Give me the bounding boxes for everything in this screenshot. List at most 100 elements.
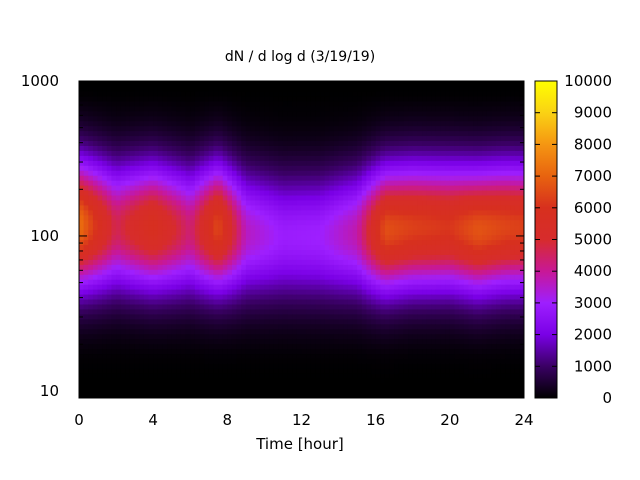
heatmap-cell [157,219,164,226]
heatmap-cell [310,284,317,290]
heatmap-cell [403,289,409,295]
heatmap-cell [398,274,405,280]
heatmap-cell [412,194,418,201]
heatmap-cell [315,328,321,335]
heatmap-cell [366,110,372,117]
heatmap-cell [176,229,182,236]
heatmap-cell [296,318,303,325]
heatmap-cell [269,244,275,250]
heatmap-cell [139,284,145,290]
heatmap-cell [222,95,228,102]
heatmap-cell [222,155,228,161]
heatmap-cell [278,388,284,394]
heatmap-cell [347,145,354,151]
heatmap-cell [269,333,275,340]
heatmap-cell [208,363,215,369]
heatmap-cell [320,100,326,107]
heatmap-cell [403,160,409,166]
heatmap-cell [408,254,414,260]
heatmap-cell [83,254,89,260]
heatmap-cell [255,170,261,176]
heatmap-cell [88,155,94,161]
heatmap-cell [324,115,330,122]
heatmap-cell [106,338,113,345]
heatmap-cell [310,318,317,325]
heatmap-cell [329,85,335,92]
heatmap-cell [250,298,256,305]
heatmap-cell [394,224,400,231]
heatmap-cell [306,333,312,340]
heatmap-cell [278,333,284,340]
heatmap-cell [338,90,344,97]
heatmap-cell [324,269,330,275]
heatmap-cell [167,95,173,102]
heatmap-cell [389,249,395,255]
heatmap-cell [333,239,340,246]
heatmap-cell [320,388,326,394]
heatmap-cell [231,105,238,112]
heatmap-cell [167,293,173,300]
heatmap-cell [273,343,279,350]
heatmap-cell [329,140,335,146]
heatmap-cell [83,85,89,92]
heatmap-cell [273,125,279,132]
heatmap-cell [83,81,89,87]
heatmap-cell [296,199,303,206]
heatmap-cell [310,348,317,355]
heatmap-cell [231,180,238,186]
heatmap-cell [171,229,177,236]
heatmap-cell [398,229,405,236]
heatmap-cell [236,234,242,241]
heatmap-cell [227,293,233,300]
heatmap-cell [255,348,261,355]
heatmap-cell [120,363,126,369]
heatmap-cell [176,125,182,132]
heatmap-cell [255,185,261,191]
heatmap-cell [129,90,136,97]
heatmap-cell [380,130,386,137]
heatmap-cell [431,105,437,112]
heatmap-cell [329,348,335,355]
heatmap-cell [116,155,122,161]
heatmap-cell [343,333,349,340]
heatmap-cell [204,303,210,310]
heatmap-cell [218,378,224,384]
heatmap-cell [139,259,145,265]
heatmap-cell [315,155,321,161]
heatmap-cell [352,368,358,374]
heatmap-cell [213,95,219,102]
heatmap-cell [106,239,113,246]
heatmap-cell [282,313,289,320]
heatmap-cell [278,343,284,350]
heatmap-cell [435,185,442,191]
heatmap-cell [194,194,201,201]
heatmap-cell [231,90,238,97]
heatmap-cell [389,318,395,325]
heatmap-cell [106,298,113,305]
heatmap-cell [361,373,367,379]
heatmap-cell [366,323,372,330]
heatmap-cell [273,284,279,290]
heatmap-cell [199,145,205,151]
heatmap-cell [134,264,140,270]
heatmap-cell [315,100,321,107]
heatmap-cell [106,194,113,201]
heatmap-cell [139,100,145,107]
heatmap-cell [426,313,432,320]
heatmap-cell [102,145,108,151]
heatmap-cell [167,244,173,250]
heatmap-cell [347,338,354,345]
heatmap-cell [435,155,442,161]
heatmap-cell [125,293,131,300]
heatmap-cell [213,249,219,255]
heatmap-cell [208,264,215,270]
heatmap-cell [384,318,391,325]
heatmap-cell [292,180,298,186]
heatmap-cell [366,378,372,384]
heatmap-cell [236,120,242,127]
heatmap-cell [292,368,298,374]
heatmap-cell [245,81,252,87]
heatmap-cell [79,145,85,151]
heatmap-cell [324,363,330,369]
heatmap-cell [236,90,242,97]
